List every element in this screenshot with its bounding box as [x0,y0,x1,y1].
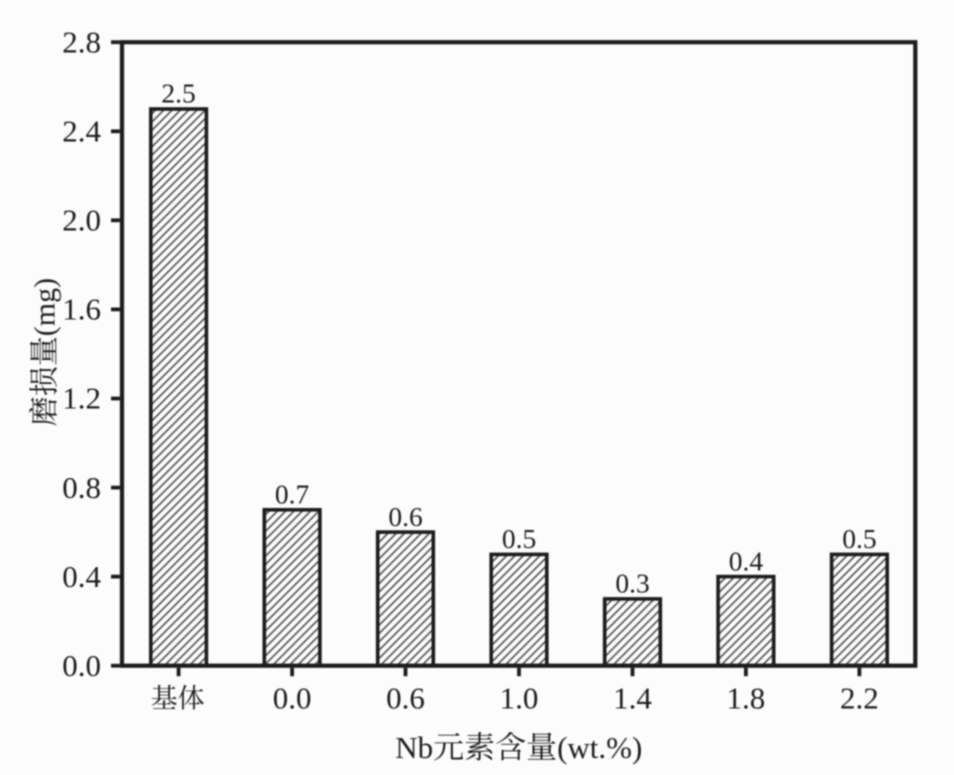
svg-text:0.6: 0.6 [388,501,422,532]
svg-text:0.8: 0.8 [62,470,101,505]
svg-text:Nb: Nb [395,730,433,765]
svg-text:(wt.%): (wt.%) [557,730,642,765]
svg-text:1.6: 1.6 [62,292,101,327]
svg-text:2.2: 2.2 [840,681,879,716]
svg-text:2.8: 2.8 [62,24,101,59]
svg-text:2.0: 2.0 [62,203,101,238]
svg-text:2.5: 2.5 [161,78,195,109]
svg-text:1.2: 1.2 [62,381,101,416]
svg-text:1.8: 1.8 [727,681,766,716]
svg-text:0.0: 0.0 [273,681,312,716]
svg-text:0.4: 0.4 [729,545,764,576]
svg-text:1.0: 1.0 [500,681,539,716]
svg-text:0.3: 0.3 [615,568,649,599]
svg-text:0.5: 0.5 [842,523,876,554]
svg-text:0.5: 0.5 [502,523,536,554]
svg-text:0.6: 0.6 [386,681,425,716]
svg-text:0.4: 0.4 [62,559,101,594]
svg-text:(mg): (mg) [29,278,62,336]
svg-text:1.4: 1.4 [613,681,652,716]
svg-text:0.7: 0.7 [275,479,309,510]
svg-text:0.0: 0.0 [62,648,101,683]
svg-text:2.4: 2.4 [62,114,101,149]
